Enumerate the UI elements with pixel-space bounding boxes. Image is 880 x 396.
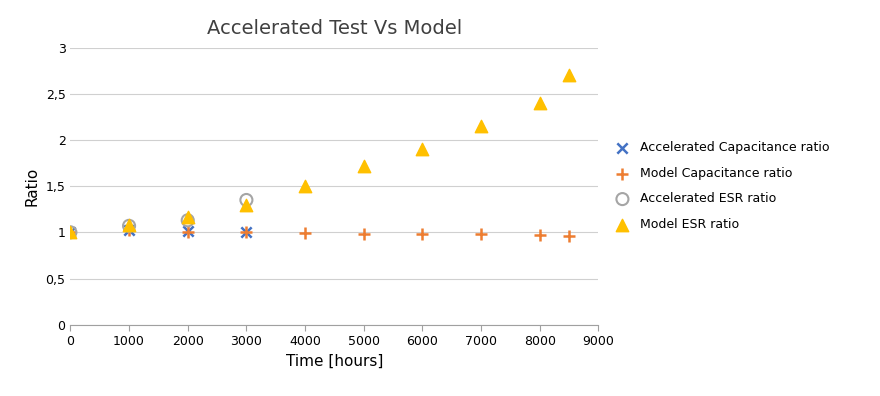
Model ESR ratio [562,72,576,78]
Model ESR ratio [415,146,429,152]
Accelerated ESR ratio [180,217,194,223]
X-axis label: Time [hours]: Time [hours] [286,354,383,369]
Title: Accelerated Test Vs Model: Accelerated Test Vs Model [207,19,462,38]
Model Capacitance ratio [562,233,576,239]
Model Capacitance ratio [356,231,370,237]
Accelerated ESR ratio [63,229,77,236]
Accelerated ESR ratio [239,197,253,203]
Model ESR ratio [532,100,546,106]
Model Capacitance ratio [180,229,194,236]
Y-axis label: Ratio: Ratio [25,166,40,206]
Accelerated Capacitance ratio [122,227,136,234]
Model Capacitance ratio [239,229,253,236]
Model ESR ratio [474,123,488,129]
Accelerated Capacitance ratio [63,229,77,236]
Model ESR ratio [239,202,253,208]
Accelerated Capacitance ratio [180,228,194,234]
Model Capacitance ratio [415,231,429,237]
Model Capacitance ratio [532,232,546,238]
Legend: Accelerated Capacitance ratio, Model Capacitance ratio, Accelerated ESR ratio, M: Accelerated Capacitance ratio, Model Cap… [610,141,830,231]
Model Capacitance ratio [298,230,312,236]
Model ESR ratio [180,213,194,220]
Model ESR ratio [122,222,136,228]
Model Capacitance ratio [122,227,136,234]
Model ESR ratio [298,183,312,189]
Model Capacitance ratio [474,231,488,237]
Model ESR ratio [356,163,370,169]
Accelerated ESR ratio [122,223,136,229]
Model Capacitance ratio [63,229,77,236]
Accelerated Capacitance ratio [239,229,253,236]
Model ESR ratio [63,229,77,236]
